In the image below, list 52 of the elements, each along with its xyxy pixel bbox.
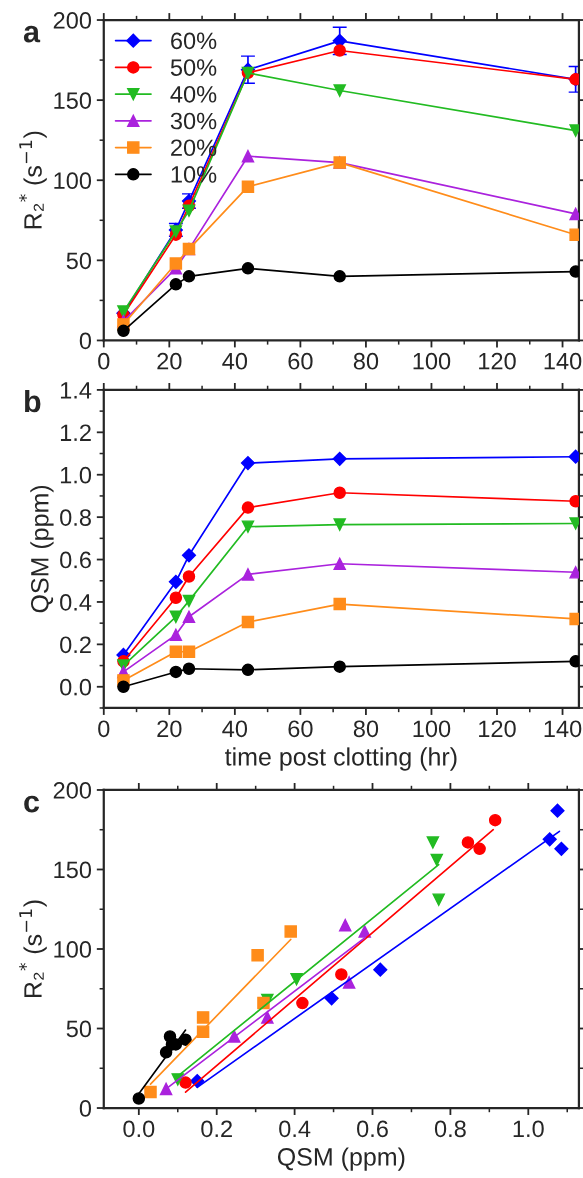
- y-axis-title: R₂$^{*}$ (s$^{−1}$): [19, 900, 47, 998]
- y-tick-label: 1.0: [60, 466, 92, 484]
- y-tick-label: 150: [54, 861, 92, 879]
- x-tick-label: 120: [479, 352, 516, 370]
- x-tick-label: 0: [98, 720, 110, 738]
- y-tick-label: 100: [54, 941, 92, 958]
- x-tick-label: 1.0: [513, 1120, 544, 1138]
- legend-label: 40%: [170, 85, 217, 103]
- x-tick-label: 140: [544, 720, 582, 738]
- y-tick-label: 0.8: [60, 509, 91, 526]
- y-tick-label: 0.6: [60, 551, 91, 569]
- legend-label: 30%: [170, 112, 217, 130]
- x-tick-label: 20: [157, 720, 182, 738]
- x-tick-label: 140: [544, 352, 582, 370]
- x-tick-label: 80: [353, 720, 379, 738]
- y-tick-label: 200: [53, 782, 92, 799]
- y-tick-label: 0: [79, 1100, 92, 1117]
- x-tick-label: 100: [413, 720, 451, 738]
- chart-title: c: [24, 795, 40, 813]
- y-tick-label: 1.4: [60, 382, 92, 399]
- x-tick-label: 0.2: [201, 1120, 232, 1138]
- y-tick-label: 0.2: [60, 636, 91, 654]
- y-tick-label: 0.4: [60, 594, 92, 611]
- y-tick-label: 50: [66, 252, 92, 270]
- x-tick-label: 60: [288, 720, 313, 738]
- x-tick-label: 0: [98, 352, 110, 370]
- legend-label: 60%: [171, 32, 217, 50]
- y-tick-label: 1.2: [60, 424, 91, 441]
- y-tick-label: 150: [54, 92, 92, 109]
- x-tick-label: 0.8: [434, 1120, 466, 1138]
- y-tick-label: 200: [53, 12, 92, 29]
- y-axis-title: R₂$^{*}$ (s$^{−1}$): [19, 131, 47, 229]
- chart-title: b: [25, 389, 41, 413]
- x-tick-label: 0.0: [123, 1120, 155, 1138]
- x-tick-label: 40: [222, 720, 248, 738]
- x-tick-label: 0.4: [279, 1120, 311, 1138]
- y-tick-label: 100: [54, 172, 92, 190]
- x-axis-title: QSM (ppm): [277, 1147, 405, 1171]
- y-axis-title: QSM (ppm): [30, 485, 54, 613]
- legend-label: 50%: [170, 59, 217, 76]
- x-axis-title: time post clotting (hr): [225, 747, 457, 771]
- x-tick-label: 80: [353, 352, 379, 370]
- x-tick-label: 20: [157, 352, 182, 370]
- x-tick-label: 120: [479, 720, 516, 738]
- chart-title: a: [23, 25, 41, 43]
- y-tick-label: 50: [66, 1020, 92, 1038]
- x-tick-label: 40: [222, 352, 248, 370]
- x-tick-label: 0.6: [357, 1120, 388, 1138]
- x-tick-label: 100: [413, 352, 451, 370]
- x-tick-label: 60: [288, 352, 313, 370]
- y-tick-label: 0.0: [60, 678, 92, 696]
- y-tick-label: 0: [79, 332, 92, 350]
